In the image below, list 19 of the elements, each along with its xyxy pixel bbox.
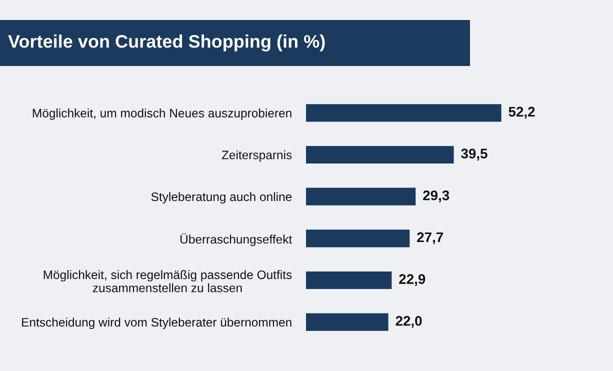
y-tick-label: Styleberatung auch online: [151, 192, 292, 204]
bar: [306, 188, 416, 206]
y-tick-label: Zeitersparnis: [222, 150, 292, 162]
y-tick-label: Möglichkeit, um modisch Neues auszuprobieren: [32, 108, 292, 120]
y-tick-label: Entscheidung wird vom Styleberater übernommen: [22, 318, 292, 330]
data-label: 22,0: [396, 316, 422, 328]
data-label: 22,9: [399, 274, 426, 286]
y-tick-label: Überraschungseffekt: [180, 233, 292, 246]
data-label: 27,7: [417, 232, 444, 244]
bar: [306, 271, 392, 290]
bar: [306, 146, 454, 164]
y-tick-label: Möglichkeit, sich regelmäßig passende Outfits zusammenstellen zu lassen: [44, 270, 292, 292]
data-label: 29,3: [423, 190, 450, 202]
chart-title: Vorteile von Curated Shopping (in %): [8, 34, 325, 52]
bar: [306, 230, 410, 248]
bar: [306, 104, 502, 122]
bar: [306, 313, 388, 331]
data-label: 52,2: [508, 106, 535, 119]
data-label: 39,5: [461, 148, 488, 160]
